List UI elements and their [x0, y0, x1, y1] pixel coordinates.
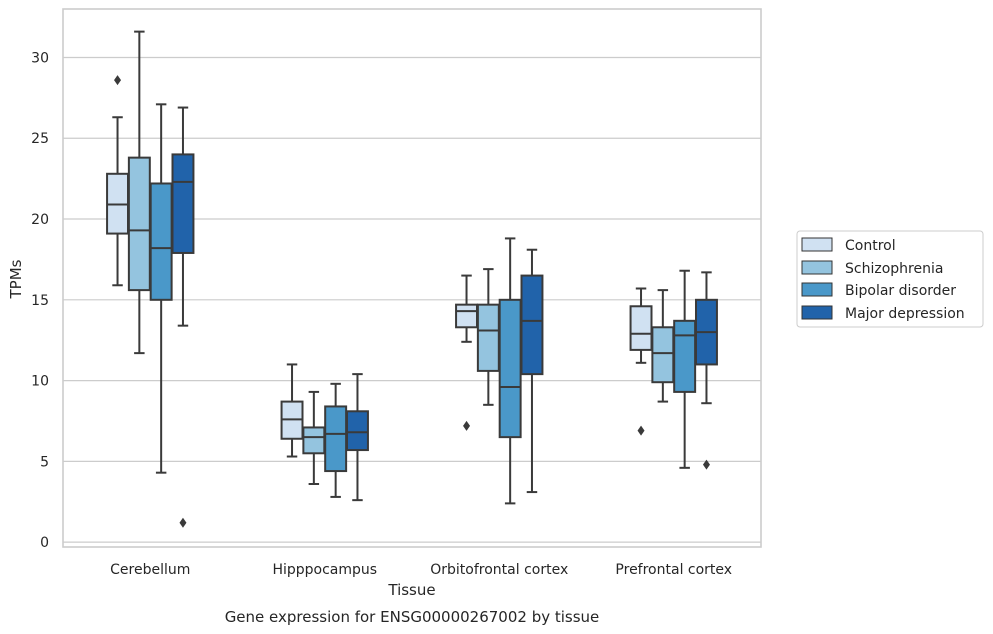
- legend-swatch-schizophrenia: [801, 260, 833, 275]
- y-tick-label-30: 30: [31, 50, 49, 66]
- outlier-point: [463, 420, 471, 431]
- x-tick-label-orbitofrontal-cortex: Orbitofrontal cortex: [430, 562, 568, 578]
- iqr-box: [520, 274, 544, 376]
- legend-frame: [796, 230, 984, 328]
- outlier-point: [114, 75, 122, 86]
- x-tick-label-prefrontal-cortex: Prefrontal cortex: [615, 562, 732, 578]
- x-tick-label-cerebellum: Cerebellum: [110, 562, 190, 578]
- legend-label-major-depression: Major depression: [845, 306, 965, 322]
- box-orbitofrontal-cortex-control: [455, 274, 479, 431]
- legend-label-bipolar-disorder: Bipolar disorder: [845, 283, 956, 299]
- iqr-box: [127, 156, 151, 292]
- y-tick-label-15: 15: [31, 293, 49, 309]
- box-hipppocampus-major-depression: [345, 373, 369, 502]
- box-cerebellum-schizophrenia: [127, 30, 151, 355]
- iqr-box: [302, 426, 326, 455]
- iqr-box: [673, 319, 697, 393]
- box-hipppocampus-bipolar-disorder: [324, 382, 348, 498]
- box-cerebellum-major-depression: [171, 106, 195, 528]
- legend-label-schizophrenia: Schizophrenia: [845, 261, 943, 277]
- y-tick-label-25: 25: [31, 131, 49, 147]
- plot-area: [63, 9, 761, 547]
- chart-caption: Gene expression for ENSG00000267002 by t…: [225, 608, 600, 626]
- outlier-point: [179, 517, 187, 528]
- box-prefrontal-cortex-bipolar-disorder: [673, 269, 697, 469]
- x-tick-labels: Cerebellum Hipppocampus Orbitofrontal cort…: [110, 562, 732, 578]
- box-orbitofrontal-cortex-major-depression: [520, 248, 544, 494]
- y-tick-label-10: 10: [31, 374, 49, 390]
- iqr-box: [629, 305, 653, 351]
- box-cerebellum-bipolar-disorder: [149, 103, 173, 474]
- y-tick-label-5: 5: [40, 454, 49, 470]
- box-hipppocampus-control: [280, 363, 304, 458]
- box-series: [106, 30, 718, 528]
- iqr-box: [149, 182, 173, 301]
- iqr-box: [171, 153, 195, 254]
- box-orbitofrontal-cortex-schizophrenia: [476, 268, 500, 406]
- box-prefrontal-cortex-control: [629, 287, 653, 436]
- plot-frame: [62, 8, 762, 548]
- grid-lines: [63, 56, 761, 543]
- y-tick-label-20: 20: [31, 212, 49, 228]
- iqr-box: [651, 326, 675, 384]
- x-axis-title: Tissue: [387, 581, 435, 599]
- y-axis-title: TPMs: [7, 259, 25, 299]
- outlier-point: [702, 459, 710, 470]
- legend-swatch-bipolar-disorder: [801, 282, 833, 297]
- y-tick-labels: 0 5 10 15 20 25 30: [31, 50, 49, 551]
- box-prefrontal-cortex-major-depression: [694, 271, 718, 470]
- iqr-box: [345, 410, 369, 452]
- legend: Control Schizophrenia Bipolar disorder M…: [796, 230, 984, 328]
- x-tick-label-hipppocampus: Hipppocampus: [272, 562, 377, 578]
- iqr-box: [498, 298, 522, 439]
- iqr-box: [455, 303, 479, 329]
- y-tick-label-0: 0: [40, 535, 49, 551]
- iqr-box: [324, 405, 348, 473]
- iqr-box: [476, 303, 500, 372]
- legend-swatch-control: [801, 237, 833, 252]
- legend-swatch-major-depression: [801, 305, 833, 320]
- outlier-point: [637, 425, 645, 436]
- box-cerebellum-control: [106, 75, 130, 287]
- legend-label-control: Control: [845, 238, 896, 254]
